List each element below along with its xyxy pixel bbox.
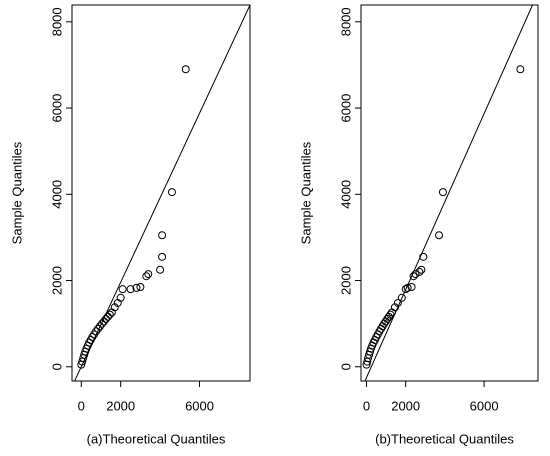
point (403, 283, 412, 292)
point (118, 285, 127, 294)
point (95, 322, 104, 331)
point (94, 324, 103, 333)
point (411, 270, 420, 279)
point (101, 314, 110, 323)
y-tick-label: 4000 (49, 180, 64, 209)
point (105, 310, 114, 319)
point (156, 265, 165, 274)
point (407, 283, 416, 291)
point (158, 231, 167, 240)
x-axis-label: (a)Theoretical Quantiles (87, 431, 226, 446)
y-tick-label: 6000 (338, 94, 353, 123)
y-tick-label: 4000 (338, 180, 353, 209)
x-tick-label: 6000 (470, 398, 499, 413)
point (132, 283, 141, 292)
y-tick-label: 2000 (338, 266, 353, 295)
y-tick-label: 8000 (338, 7, 353, 36)
point (393, 298, 402, 307)
point (142, 272, 151, 281)
point (116, 293, 125, 302)
plot-frame (360, 4, 539, 382)
point (107, 308, 116, 317)
point (92, 327, 101, 336)
y-axis-label: Sample Quantiles (298, 141, 313, 244)
point (88, 333, 97, 342)
point (126, 285, 135, 294)
point (438, 188, 447, 197)
point (435, 231, 444, 240)
point (409, 272, 418, 281)
y-tick-label: 2000 (49, 266, 64, 295)
x-tick-label: 0 (78, 398, 85, 413)
y-tick-label: 8000 (49, 7, 64, 36)
x-tick-label: 2000 (391, 398, 420, 413)
point (144, 270, 153, 279)
x-tick-label: 2000 (106, 398, 135, 413)
point (397, 293, 406, 302)
point (181, 65, 190, 74)
point (158, 252, 167, 261)
point (97, 319, 106, 328)
y-tick-label: 0 (338, 363, 353, 370)
point (417, 265, 426, 274)
point (386, 310, 395, 319)
x-axis-label: (b)Theoretical Quantiles (375, 431, 514, 446)
y-axis-label: Sample Quantiles (9, 141, 24, 244)
y-tick-label: 0 (49, 363, 64, 370)
point (516, 65, 525, 74)
x-tick-label: 6000 (185, 398, 214, 413)
point (99, 317, 108, 326)
point (415, 267, 424, 276)
point (136, 283, 145, 291)
plot-frame (71, 4, 251, 382)
x-tick-label: 0 (363, 398, 370, 413)
point (419, 252, 428, 261)
point (103, 312, 112, 321)
point (167, 188, 176, 197)
y-tick-label: 6000 (49, 94, 64, 123)
reference-line (364, 5, 534, 381)
